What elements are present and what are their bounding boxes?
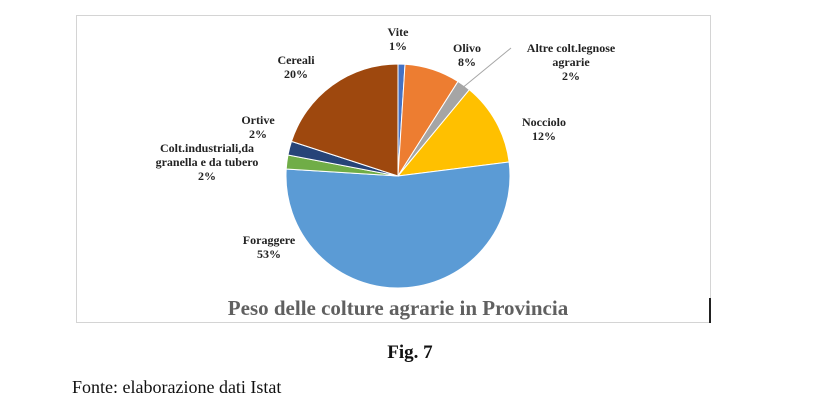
figure-caption: Fig. 7 [387,342,433,363]
slice-label: Altre colt.legnose agrarie 2% [527,41,616,83]
pie-slice [396,88,510,177]
slice-value-label: 2% [249,127,267,141]
leader-lines [461,47,512,90]
slice-name-label: Colt.industriali,da [160,141,254,155]
slice-name-label: Vite [388,25,410,39]
slice-label: Colt.industriali,da granella e da tubero 2… [156,141,259,183]
slice-label: Vite 1% [388,25,410,53]
slice-value-label: 20% [284,67,308,81]
slice-value-label: 53% [257,247,281,261]
frame-edge-mark [709,298,711,323]
slice-labels: Vite 1% Olivo 8%Altre colt.legnose agrarie 2%… [156,25,616,261]
slice-name-label: Altre colt.legnose [527,41,616,55]
leader-line [461,47,512,90]
slice-label: Nocciolo 12% [522,115,566,143]
slice-label: Ortive 2% [241,113,275,141]
slice-name-label: Olivo [453,41,481,55]
slice-value-label: 2% [198,169,216,183]
slice-label: Foraggere 53% [243,233,296,261]
source-note: Fonte: elaborazione dati Istat [72,377,282,397]
slice-value-label: 12% [532,129,556,143]
slice-name-label: Ortive [241,113,275,127]
slice-name-label: agrarie [552,55,590,69]
chart-title: Peso delle colture agrarie in Provincia [228,296,569,320]
pie-slices [285,63,511,289]
slice-name-label: Cereali [277,53,315,67]
slice-label: Olivo 8% [453,41,481,69]
slice-name-label: Nocciolo [522,115,566,129]
slice-value-label: 1% [389,39,407,53]
slice-name-label: granella e da tubero [156,155,259,169]
slice-name-label: Foraggere [243,233,296,247]
slice-label: Cereali 20% [277,53,315,81]
pie-slice [290,63,399,177]
slice-value-label: 8% [458,55,476,69]
slice-value-label: 2% [562,69,580,83]
pie-slice [285,161,511,289]
